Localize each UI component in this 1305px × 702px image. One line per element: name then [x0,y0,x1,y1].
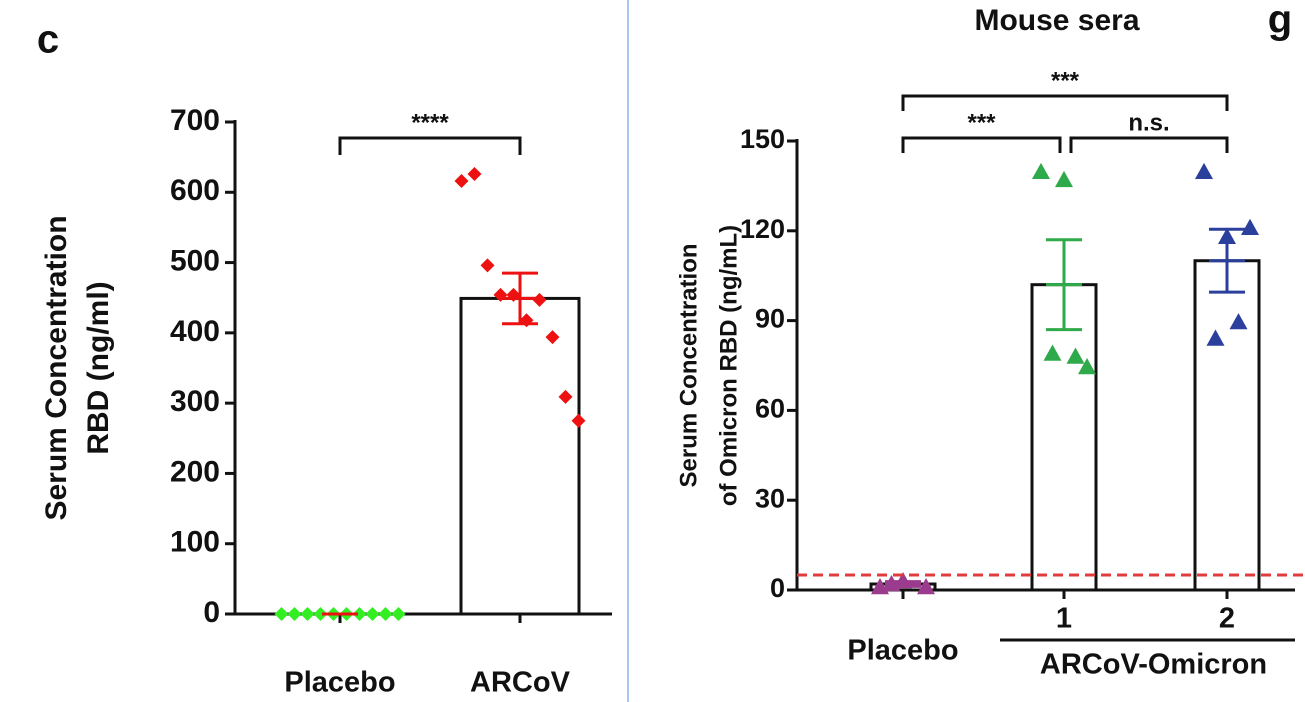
y-tick-label: 60 [755,394,785,424]
y-tick-label: 120 [740,214,785,244]
data-point [1078,357,1096,375]
data-point [454,174,469,189]
data-point [378,607,393,621]
data-point [1195,162,1213,180]
x-tick-label: Placebo [847,635,958,667]
y-tick-label: 600 [170,174,220,207]
y-tick-label: 200 [170,455,220,488]
data-point [1032,162,1050,180]
data-point [558,389,573,404]
y-tick-label: 150 [740,124,785,154]
y-axis-label: Serum Concentration [40,215,73,520]
data-point [545,330,560,345]
panel-label: g [1268,0,1292,42]
data-point [532,292,547,307]
data-point [1055,170,1073,188]
data-point [480,258,495,273]
data-point [365,607,380,621]
x-tick-label: ARCoV [470,667,571,699]
data-point [467,167,482,182]
data-point [571,413,586,428]
data-point [1241,218,1259,236]
significance-bracket [901,94,1229,111]
y-tick-label: 300 [170,385,220,418]
group-label: ARCoV-Omicron [1040,649,1267,681]
data-point [300,607,315,621]
data-point [391,607,406,621]
y-tick-label: 0 [770,573,785,603]
y-tick-label: 90 [755,304,785,334]
y-axis-label: of Omicron RBD (ng/mL) [715,225,742,506]
y-tick-label: 100 [170,526,220,559]
panel-label: c [37,18,59,62]
data-point [1043,344,1062,361]
significance-bracket [1069,136,1229,153]
y-tick-label: 500 [170,244,220,277]
significance-label: *** [967,109,996,136]
bar [459,296,581,616]
data-point [1206,329,1225,346]
y-tick-label: 700 [170,104,220,137]
y-tick-label: 0 [203,596,220,629]
bar [1193,259,1261,592]
data-point [352,607,367,621]
data-point [287,607,302,621]
bar [1030,283,1098,592]
chart-title: Mouse sera [974,4,1139,37]
significance-label: **** [411,109,449,136]
y-tick-label: 30 [755,483,785,513]
y-axis-label: RBD (ng/ml) [82,281,115,454]
y-axis-label: Serum Concentration [675,243,702,487]
significance-bracket [901,136,1062,153]
significance-label: n.s. [1128,109,1169,136]
x-tick-label: 1 [1056,603,1072,635]
y-tick-label: 400 [170,315,220,348]
data-point [1229,313,1248,330]
significance-bracket [338,136,522,155]
data-point [1066,347,1085,364]
data-point [274,607,289,621]
x-tick-label: 2 [1219,603,1235,635]
data-point [313,607,328,621]
significance-label: *** [1051,67,1080,94]
x-tick-label: Placebo [284,667,395,699]
data-point [917,578,935,595]
